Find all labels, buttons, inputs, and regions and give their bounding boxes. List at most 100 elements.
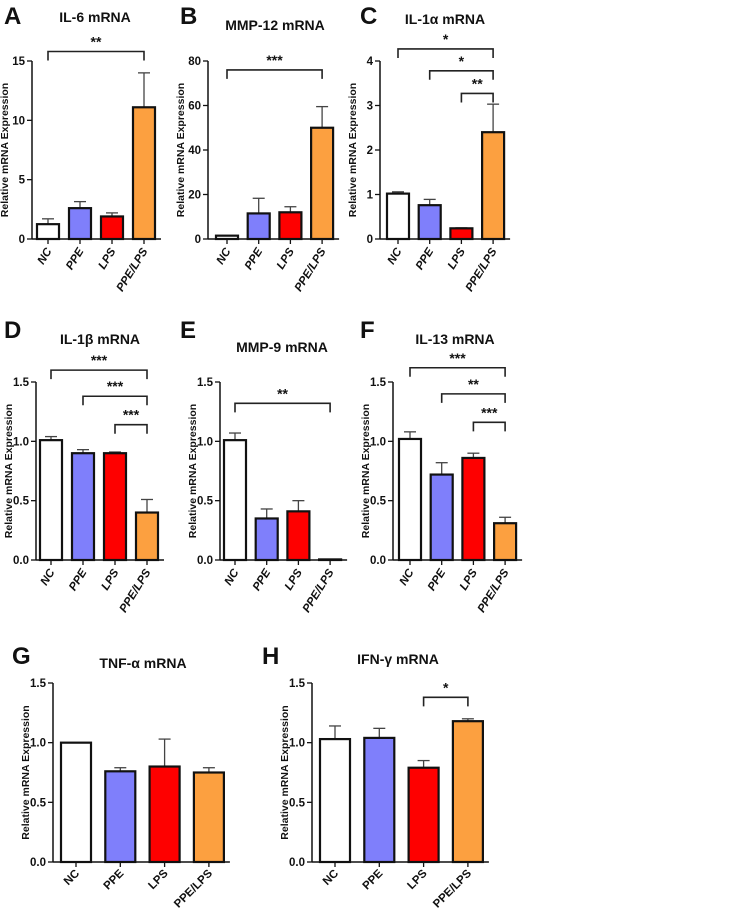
significance-bracket bbox=[422, 696, 469, 707]
x-tick-label: PPE bbox=[361, 867, 386, 892]
significance-bracket bbox=[428, 69, 494, 80]
y-axis-label: Relative mRNA Expression bbox=[187, 404, 199, 538]
x-tick-label: NC bbox=[39, 567, 58, 588]
x-tick-label: LPS bbox=[405, 867, 430, 892]
x-tick-label: PPE/LPS bbox=[301, 567, 337, 615]
bar-ppe-lps bbox=[192, 771, 225, 864]
y-tick-label: 10 bbox=[12, 115, 25, 127]
chart-title: MMP-12 mRNA bbox=[225, 17, 325, 33]
significance-bracket bbox=[47, 50, 145, 61]
panel-c: C IL-1α mRNA Relative mRNA Expression NC PPE… bbox=[347, 3, 511, 294]
y-tick-label: 0.0 bbox=[30, 857, 46, 869]
y-tick-label: 4 bbox=[367, 56, 374, 68]
y-tick-label: 1.5 bbox=[370, 377, 387, 389]
bar-lps bbox=[99, 215, 125, 241]
y-tick-label: 40 bbox=[188, 145, 201, 157]
y-tick-label: 0.5 bbox=[13, 496, 30, 508]
bar-lps bbox=[461, 456, 486, 562]
x-tick-label: LPS bbox=[283, 567, 305, 593]
bar-lps bbox=[148, 765, 181, 864]
bar-nc bbox=[385, 192, 411, 241]
bar-ppe-lps bbox=[310, 126, 335, 241]
bar-nc bbox=[59, 741, 93, 864]
panel-a: A IL-6 mRNA Relative mRNA Expression NC PPE L… bbox=[0, 3, 161, 294]
x-tick-label: LPS bbox=[446, 246, 468, 272]
y-tick-label: 1.5 bbox=[197, 377, 214, 389]
significance-label: ** bbox=[468, 376, 479, 392]
significance-label: *** bbox=[481, 404, 498, 420]
panel-d: D IL-1β mRNA Relative mRNA Expression NC PPE… bbox=[3, 317, 164, 615]
x-tick-label: PPE/LPS bbox=[118, 567, 154, 615]
y-tick-label: 0.5 bbox=[30, 797, 47, 809]
y-tick-label: 0.0 bbox=[197, 555, 213, 567]
significance-bracket bbox=[460, 92, 494, 103]
y-axis-label: Relative mRNA Expression bbox=[347, 83, 359, 217]
panel-g: G TNF-α mRNA Relative mRNA Expression NC PPE… bbox=[12, 643, 230, 910]
bar-lps bbox=[102, 452, 128, 562]
bar-ppe-lps bbox=[134, 511, 160, 562]
y-tick-label: 1.5 bbox=[289, 678, 306, 690]
x-tick-label: NC bbox=[386, 246, 405, 267]
y-tick-label: 2 bbox=[367, 145, 373, 157]
significance-bracket bbox=[50, 369, 148, 380]
x-tick-label: PPE bbox=[64, 246, 87, 272]
chart-title: IL-6 mRNA bbox=[59, 9, 131, 25]
significance-label: *** bbox=[91, 352, 108, 368]
y-tick-label: 60 bbox=[188, 101, 201, 113]
panel-letter: E bbox=[180, 317, 196, 344]
y-tick-label: 3 bbox=[367, 101, 373, 113]
bar-ppe bbox=[246, 212, 271, 241]
bar-ppe bbox=[67, 207, 93, 241]
x-tick-label: NC bbox=[62, 868, 82, 888]
bar-lps bbox=[449, 227, 474, 241]
y-tick-label: 5 bbox=[19, 175, 26, 187]
chart-title: IL-13 mRNA bbox=[415, 331, 494, 347]
y-axis-label: Relative mRNA Expression bbox=[3, 404, 15, 538]
panel-letter: H bbox=[262, 643, 279, 670]
bar-nc bbox=[35, 223, 61, 241]
x-tick-label: NC bbox=[398, 567, 417, 588]
x-tick-label: PPE/LPS bbox=[172, 867, 215, 910]
x-tick-label: LPS bbox=[97, 246, 119, 272]
y-tick-label: 80 bbox=[188, 56, 201, 68]
y-tick-label: 1.0 bbox=[197, 436, 213, 448]
panel-b: B MMP-12 mRNA Relative mRNA Expression NC PP… bbox=[175, 3, 340, 294]
bar-ppe-lps bbox=[481, 131, 506, 241]
x-tick-label: PPE bbox=[102, 867, 127, 892]
bar-ppe-lps bbox=[493, 522, 518, 562]
y-tick-label: 0.5 bbox=[370, 496, 387, 508]
significance-bracket bbox=[397, 48, 494, 58]
significance-label: * bbox=[443, 31, 449, 47]
significance-bracket bbox=[472, 421, 506, 432]
y-tick-label: 0.0 bbox=[13, 555, 29, 567]
y-tick-label: 0 bbox=[19, 234, 25, 246]
x-tick-label: PPE/LPS bbox=[293, 246, 329, 294]
panel-letter: A bbox=[4, 3, 21, 30]
y-axis-label: Relative mRNA Expression bbox=[20, 705, 32, 839]
panel-e: E MMP-9 mRNA Relative mRNA Expression NC PPE… bbox=[180, 317, 348, 615]
significance-label: ** bbox=[277, 385, 288, 401]
bar-nc bbox=[397, 437, 423, 562]
bar-nc bbox=[318, 737, 352, 864]
panel-letter: D bbox=[4, 317, 21, 344]
significance-bracket bbox=[234, 402, 331, 413]
bar-ppe bbox=[363, 736, 396, 864]
chart-title: IL-1α mRNA bbox=[405, 11, 485, 27]
y-tick-label: 1.0 bbox=[13, 436, 29, 448]
x-tick-label: LPS bbox=[458, 567, 480, 593]
x-tick-label: LPS bbox=[100, 567, 122, 593]
y-tick-label: 1.0 bbox=[370, 436, 386, 448]
panel-h: H IFN-γ mRNA Relative mRNA Expression NC PPE… bbox=[262, 643, 489, 910]
y-tick-label: 1.5 bbox=[30, 678, 47, 690]
x-tick-label: PPE/LPS bbox=[431, 867, 474, 910]
bar-ppe bbox=[429, 473, 454, 562]
y-axis-label: Relative mRNA Expression bbox=[0, 83, 11, 217]
significance-label: ** bbox=[472, 75, 483, 91]
y-tick-label: 15 bbox=[12, 56, 25, 68]
y-tick-label: 0 bbox=[367, 234, 373, 246]
bar-nc bbox=[222, 439, 248, 562]
bar-lps bbox=[278, 211, 303, 241]
chart-title: IL-1β mRNA bbox=[60, 331, 140, 347]
bar-lps bbox=[286, 510, 311, 562]
